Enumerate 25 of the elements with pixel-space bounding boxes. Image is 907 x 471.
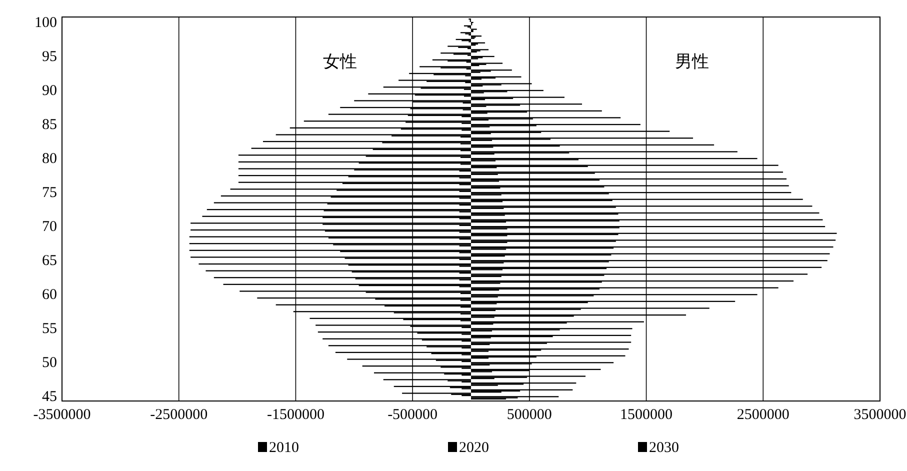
y-tick-label: 60 — [42, 287, 57, 304]
x-tick-label: -1500000 — [266, 407, 324, 423]
y-tick-label: 90 — [42, 82, 57, 99]
y-tick-label: 100 — [34, 14, 57, 31]
x-tick-label: 3500000 — [854, 407, 906, 423]
legend-label: 2020 — [459, 440, 489, 456]
y-tick-label: 85 — [42, 116, 57, 133]
legend-label: 2030 — [649, 440, 679, 456]
legend-label: 2010 — [269, 440, 299, 456]
y-tick-label: 50 — [42, 355, 57, 372]
y-tick-label: 65 — [42, 253, 57, 270]
x-tick-label: 500000 — [506, 407, 552, 423]
y-tick-label: 70 — [42, 219, 57, 236]
x-tick-label: -500000 — [388, 407, 438, 423]
x-tick-label: 2500000 — [736, 407, 790, 423]
y-tick-label: 45 — [42, 389, 57, 406]
annotation: 女性 — [323, 52, 358, 71]
y-tick-label: 80 — [42, 150, 57, 167]
y-tick-label: 55 — [42, 321, 57, 338]
x-tick-label: 1500000 — [620, 407, 673, 423]
annotation: 男性 — [674, 52, 709, 71]
y-tick-label: 95 — [42, 48, 57, 65]
x-tick-label: -3500000 — [33, 407, 91, 423]
x-tick-label: -2500000 — [150, 407, 208, 423]
y-tick-label: 75 — [42, 184, 57, 201]
